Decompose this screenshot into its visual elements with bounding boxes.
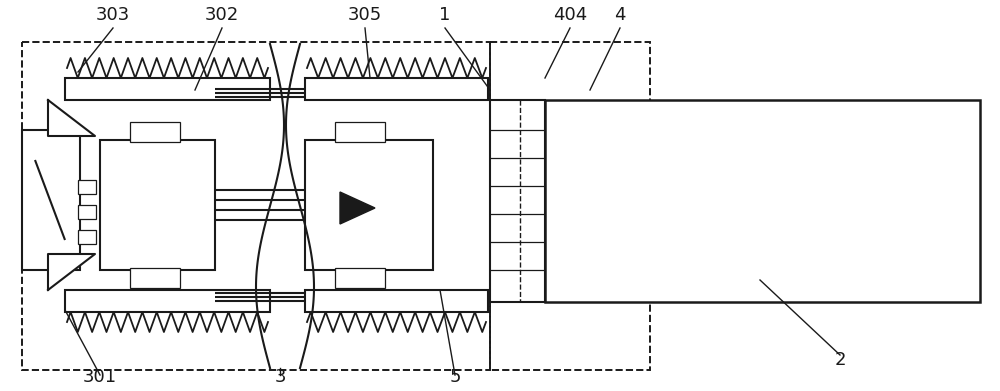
Text: 303: 303 <box>96 6 130 24</box>
Bar <box>130 122 180 142</box>
Bar <box>65 290 270 312</box>
Text: 3: 3 <box>274 368 286 386</box>
Bar <box>305 290 488 312</box>
Text: 2: 2 <box>834 351 846 369</box>
Text: 301: 301 <box>83 368 117 386</box>
Bar <box>305 140 433 270</box>
Bar <box>22 130 80 270</box>
Bar <box>100 140 215 270</box>
Bar <box>65 78 270 100</box>
Bar <box>335 268 385 288</box>
Bar <box>130 268 180 288</box>
Text: 4: 4 <box>614 6 626 24</box>
Bar <box>78 205 96 219</box>
Polygon shape <box>48 100 95 136</box>
Text: 1: 1 <box>439 6 451 24</box>
Bar <box>78 180 96 194</box>
Text: 5: 5 <box>449 368 461 386</box>
Bar <box>490 42 650 370</box>
Bar <box>305 78 488 100</box>
Text: 302: 302 <box>205 6 239 24</box>
Bar <box>78 230 96 244</box>
Text: 305: 305 <box>348 6 382 24</box>
Bar <box>335 122 385 142</box>
Text: 404: 404 <box>553 6 587 24</box>
Bar <box>22 42 490 370</box>
Polygon shape <box>48 254 95 290</box>
Bar <box>545 100 980 302</box>
Polygon shape <box>340 192 375 224</box>
Bar <box>490 100 545 302</box>
